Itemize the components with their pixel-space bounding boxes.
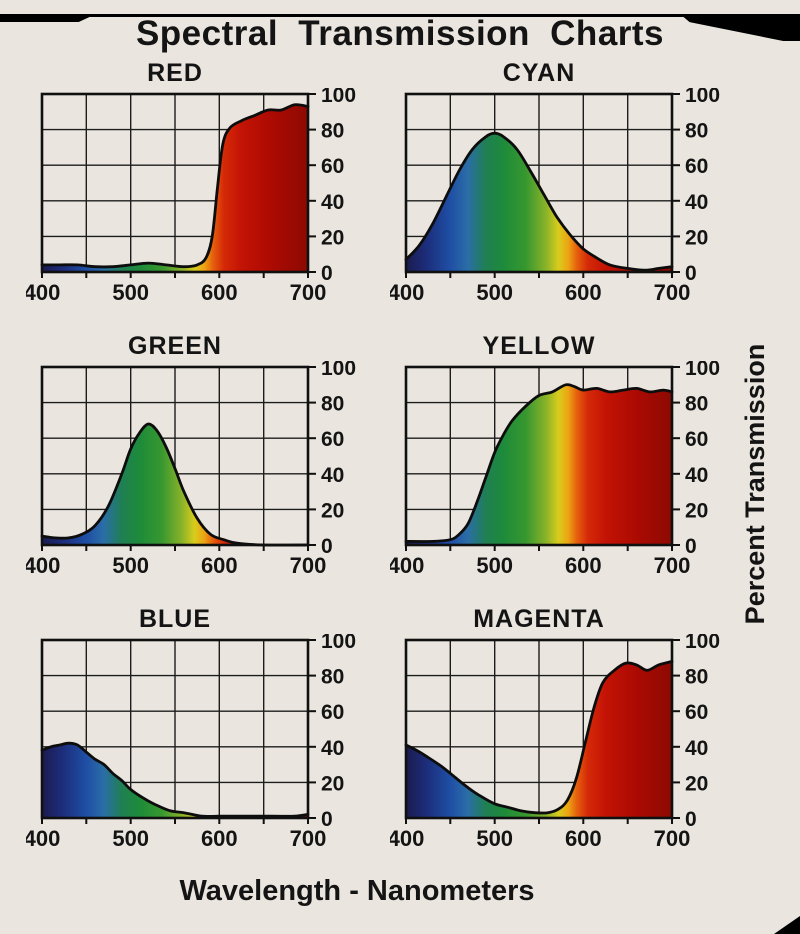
chart-plot-cyan: 100 80 60 40 20 0 400 500 600 700 [388, 84, 720, 305]
x-tick-label: 700 [290, 826, 327, 851]
y-tick-label: 80 [685, 120, 708, 143]
x-tick-label: 500 [476, 280, 513, 305]
y-tick-label: 40 [685, 464, 708, 487]
chart-title-red: RED [147, 59, 203, 87]
y-tick-label: 80 [321, 666, 344, 689]
scan-artifact-top [0, 14, 800, 17]
y-tick-label: 60 [321, 428, 344, 451]
chart-plot-red: 100 80 60 40 20 0 400 500 600 700 [24, 84, 356, 305]
chart-title-cyan: CYAN [502, 59, 576, 87]
page-title: Spectral Transmission Charts [135, 14, 665, 53]
x-tick-label: 500 [476, 553, 513, 578]
x-axis-label: Wavelength - Nanometers [179, 875, 535, 907]
x-tick-label: 400 [26, 280, 60, 305]
chart-plot-green: 100 80 60 40 20 0 400 500 600 700 [24, 357, 356, 578]
y-tick-label: 100 [321, 361, 356, 380]
y-tick-label: 60 [685, 428, 708, 451]
chart-magenta: MAGENTA 100 80 60 40 20 0 400 500 600 700 [388, 604, 742, 871]
scan-artifact-bottom-right [774, 916, 800, 934]
chart-title-magenta: MAGENTA [473, 605, 605, 633]
y-tick-label: 80 [321, 120, 344, 143]
y-tick-label: 40 [685, 737, 708, 760]
y-tick-label: 80 [321, 393, 344, 416]
y-tick-label: 100 [685, 634, 720, 653]
x-tick-label: 600 [201, 553, 238, 578]
y-tick-label: 20 [321, 499, 344, 522]
chart-green: GREEN 100 80 60 40 20 0 400 500 600 700 [24, 331, 378, 598]
x-tick-label: 700 [654, 553, 691, 578]
y-tick-label: 100 [321, 634, 356, 653]
y-tick-label: 100 [685, 88, 720, 107]
y-tick-label: 40 [321, 737, 344, 760]
x-tick-label: 600 [565, 553, 602, 578]
x-tick-label: 600 [565, 280, 602, 305]
y-tick-label: 0 [321, 808, 333, 831]
x-tick-label: 500 [112, 826, 149, 851]
y-tick-label: 60 [685, 701, 708, 724]
chart-yellow: YELLOW 100 80 60 40 20 0 400 500 600 700 [388, 331, 742, 598]
chart-title-blue: BLUE [138, 605, 212, 633]
y-tick-label: 60 [321, 701, 344, 724]
chart-plot-yellow: 100 80 60 40 20 0 400 500 600 700 [388, 357, 720, 578]
y-tick-label: 0 [321, 535, 333, 558]
chart-blue: BLUE 100 80 60 40 20 0 400 500 600 700 [24, 604, 378, 871]
y-tick-label: 100 [685, 361, 720, 380]
chart-plot-magenta: 100 80 60 40 20 0 400 500 600 700 [388, 630, 720, 851]
chart-title-yellow: YELLOW [482, 332, 596, 360]
x-tick-label: 400 [26, 826, 60, 851]
x-tick-label: 500 [476, 826, 513, 851]
y-tick-label: 0 [321, 262, 333, 285]
y-tick-label: 20 [685, 772, 708, 795]
y-axis-label: Percent Transmission [740, 343, 770, 625]
y-tick-label: 0 [685, 535, 697, 558]
y-tick-label: 40 [321, 191, 344, 214]
x-tick-label: 700 [290, 553, 327, 578]
y-tick-label: 20 [321, 772, 344, 795]
chart-title-green: GREEN [128, 332, 222, 360]
y-tick-label: 20 [685, 499, 708, 522]
x-tick-label: 500 [112, 280, 149, 305]
y-tick-label: 40 [685, 191, 708, 214]
x-tick-label: 600 [201, 826, 238, 851]
x-tick-label: 700 [654, 826, 691, 851]
spectral-transmission-card: Spectral Transmission Charts RED 100 80 60 4… [0, 14, 800, 934]
x-tick-label: 400 [26, 553, 60, 578]
y-tick-label: 80 [685, 666, 708, 689]
chart-cyan: CYAN 100 80 60 40 20 0 400 500 600 700 [388, 58, 742, 325]
y-tick-label: 20 [685, 226, 708, 249]
y-tick-label: 0 [685, 262, 697, 285]
y-tick-label: 60 [685, 155, 708, 178]
x-tick-label: 600 [565, 826, 602, 851]
x-tick-label: 700 [654, 280, 691, 305]
charts-grid: RED 100 80 60 40 20 0 400 500 600 700 CYAN 100 80 60 40… [0, 58, 800, 871]
x-tick-label: 400 [390, 280, 424, 305]
y-tick-label: 0 [685, 808, 697, 831]
x-tick-label: 600 [201, 280, 238, 305]
x-tick-label: 400 [390, 553, 424, 578]
chart-plot-blue: 100 80 60 40 20 0 400 500 600 700 [24, 630, 356, 851]
scan-artifact-top-left [0, 14, 96, 22]
x-tick-label: 700 [290, 280, 327, 305]
chart-red: RED 100 80 60 40 20 0 400 500 600 700 [24, 58, 378, 325]
x-tick-label: 400 [390, 826, 424, 851]
x-tick-label: 500 [112, 553, 149, 578]
y-tick-label: 80 [685, 393, 708, 416]
y-tick-label: 60 [321, 155, 344, 178]
y-tick-label: 40 [321, 464, 344, 487]
y-tick-label: 100 [321, 88, 356, 107]
y-tick-label: 20 [321, 226, 344, 249]
